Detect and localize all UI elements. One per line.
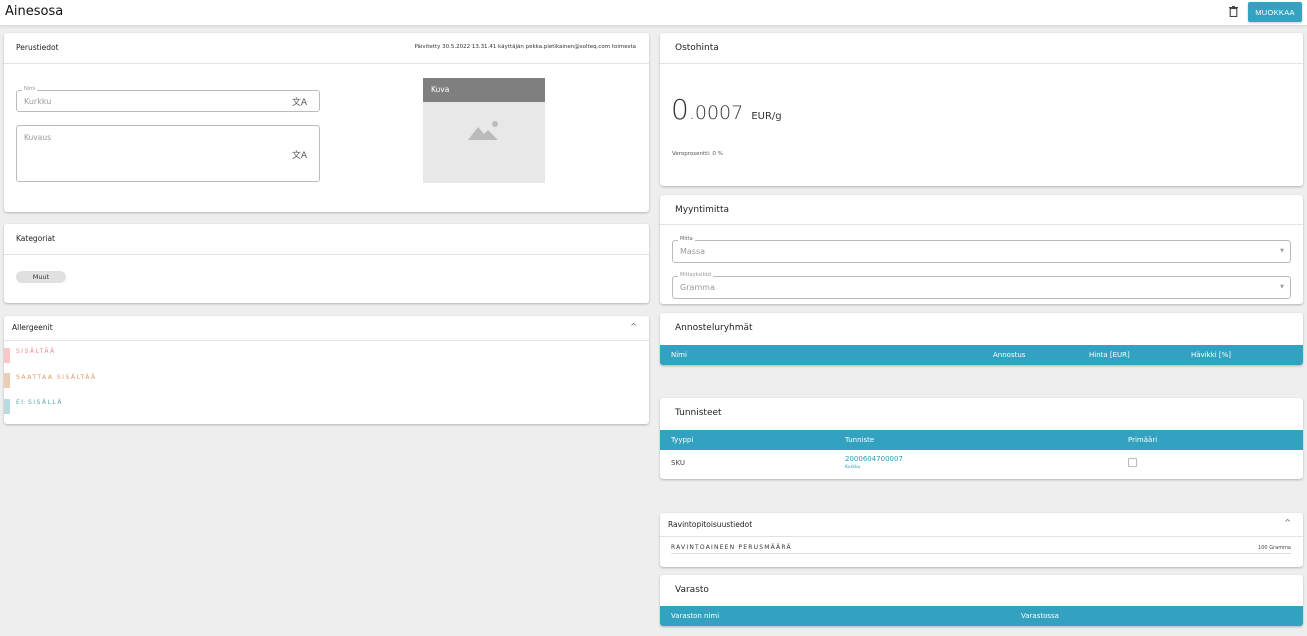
table-header: Tyyppi Tunniste Primääri [660, 430, 1303, 450]
image-icon [468, 121, 498, 140]
measure-select[interactable]: Mitta Massa ▼ [672, 236, 1291, 263]
price-decimal: .0007 [688, 102, 744, 124]
name-label: Nimi [22, 86, 38, 92]
base-amount-value: 100 Gramma [1258, 545, 1291, 551]
contains-bar [4, 348, 10, 363]
trash-icon[interactable] [1229, 6, 1238, 17]
price-integer: 0 [671, 93, 689, 126]
page-title: Ainesosa [5, 4, 64, 19]
nutrition-card: Ravintopitoisuustiedot ^ RAVINTOAINEEN PE… [660, 513, 1303, 567]
table-row: SKU 2000604700007 Kurkku [660, 450, 1303, 479]
unit-label: Mittayksikkö [678, 272, 714, 278]
chevron-up-icon[interactable]: ^ [1284, 518, 1291, 527]
column-header: Tunniste [845, 436, 875, 444]
sales-measure-card: Myyntimitta Mitta Massa ▼ Mittayksikkö G… [660, 195, 1303, 304]
column-header: Primääri [1128, 436, 1158, 444]
contains-label: SISÄLTÄÄ [16, 348, 56, 355]
card-title: Perustiedot [16, 43, 59, 52]
warehouse-card: Varasto Varaston nimi Varastossa [660, 575, 1303, 626]
column-header: Hinta [EUR] [1089, 351, 1130, 359]
price-display: 0.0007 EUR/g [671, 93, 782, 126]
category-chip[interactable]: Muut [16, 271, 66, 283]
card-title: Varasto [675, 585, 709, 595]
purchase-price-card: Ostohinta 0.0007 EUR/g Veroprosentti: 0 … [660, 33, 1303, 186]
identifiers-card: Tunnisteet Tyyppi Tunniste Primääri SKU … [660, 398, 1303, 479]
dropdown-arrow-icon: ▼ [1280, 284, 1284, 290]
may-contain-label: SAATTAA SISÄLTÄÄ [16, 374, 97, 381]
edit-button[interactable]: MUOKKAA [1248, 2, 1302, 22]
card-title: Tunnisteet [675, 408, 722, 418]
card-title: Annosteluryhmät [675, 323, 753, 333]
column-header: Hävikki [%] [1191, 351, 1232, 359]
description-field[interactable]: Kuvaus 文A [16, 125, 320, 182]
basic-info-card: Perustiedot Päivitetty 30.5.2022 13.31.41… [4, 33, 649, 212]
unit-value: Gramma [680, 283, 715, 292]
updated-info: Päivitetty 30.5.2022 13.31.41 käyttäjän … [414, 44, 636, 50]
dosage-groups-card: Annosteluryhmät Nimi Annostus Hinta [EUR… [660, 313, 1303, 365]
identifier-link[interactable]: 2000604700007 [845, 455, 903, 463]
image-label: Kuva [423, 78, 545, 102]
primary-checkbox[interactable] [1128, 458, 1137, 467]
column-header: Varaston nimi [671, 612, 720, 620]
card-title: Allergeenit [12, 323, 53, 332]
column-header: Tyyppi [671, 436, 694, 444]
top-bar: Ainesosa MUOKKAA [0, 0, 1307, 26]
card-title: Ravintopitoisuustiedot [668, 520, 753, 529]
may-contain-bar [4, 373, 10, 388]
column-header: Nimi [671, 351, 687, 359]
allergens-card: Allergeenit ^ SISÄLTÄÄ SAATTAA SISÄLTÄÄ E… [4, 316, 649, 424]
price-unit: EUR/g [751, 111, 782, 122]
measure-label: Mitta [678, 236, 695, 242]
table-header: Nimi Annostus Hinta [EUR] Hävikki [%] [660, 345, 1303, 365]
card-title: Ostohinta [675, 43, 719, 53]
base-amount-label: RAVINTOAINEEN PERUSMÄÄRÄ [671, 544, 792, 551]
name-field[interactable]: Nimi Kurkku 文A [16, 86, 320, 112]
dropdown-arrow-icon: ▼ [1280, 248, 1284, 254]
measure-value: Massa [680, 247, 706, 256]
column-header: Varastossa [1021, 612, 1059, 620]
unit-select[interactable]: Mittayksikkö Gramma ▼ [672, 272, 1291, 299]
identifier-name: Kurkku [845, 465, 861, 470]
not-contain-label: EI SISÄLLÄ [16, 399, 63, 406]
translate-icon[interactable]: 文A [291, 98, 307, 108]
card-title: Kategoriat [16, 234, 55, 243]
image-placeholder[interactable]: Kuva [423, 78, 545, 183]
chevron-up-icon[interactable]: ^ [630, 322, 637, 331]
card-title: Myyntimitta [675, 205, 729, 215]
name-value: Kurkku [24, 97, 52, 106]
vat-text: Veroprosentti: 0 % [672, 151, 723, 157]
nutrition-base-row: RAVINTOAINEEN PERUSMÄÄRÄ 100 Gramma [671, 544, 1291, 554]
table-header: Varaston nimi Varastossa [660, 606, 1303, 626]
identifier-type: SKU [671, 459, 685, 467]
categories-card: Kategoriat Muut [4, 224, 649, 303]
translate-icon[interactable]: 文A [291, 151, 307, 161]
description-placeholder: Kuvaus [24, 133, 51, 142]
not-contain-bar [4, 399, 10, 414]
column-header: Annostus [993, 351, 1026, 359]
